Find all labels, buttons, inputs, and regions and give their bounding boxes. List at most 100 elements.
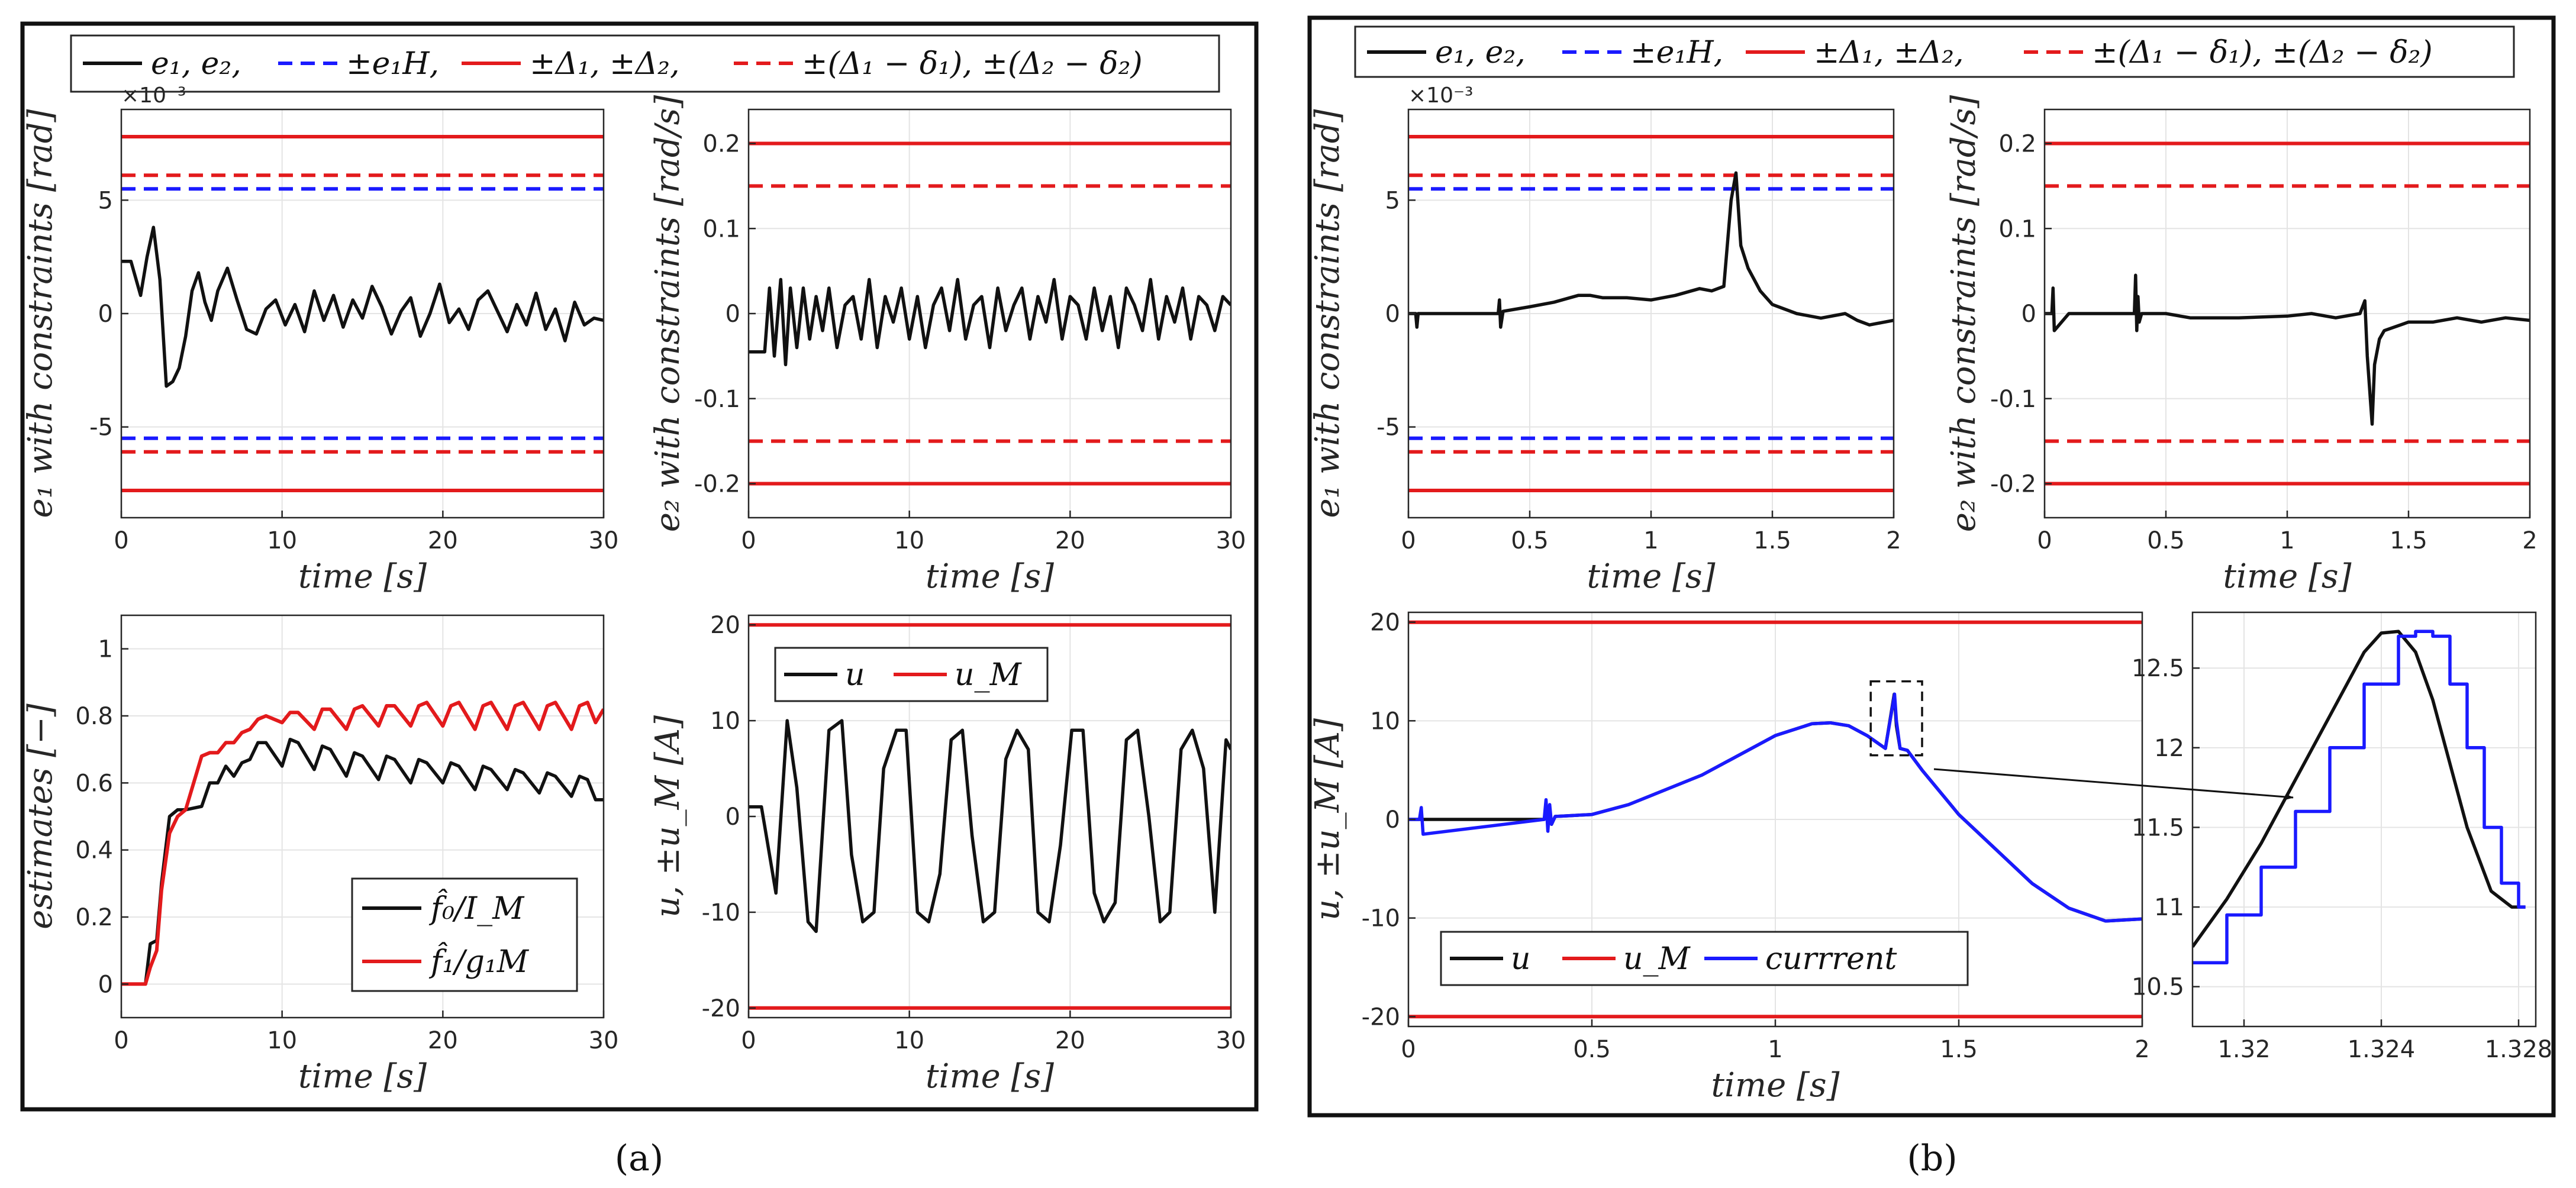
x-tick-label: 2 xyxy=(2135,1036,2149,1063)
legend-control-b-label-u: u xyxy=(1511,941,1531,977)
legend-control-b-box xyxy=(1440,931,1969,986)
x-tick-label: 10 xyxy=(267,527,297,554)
legend-top-a: e₁, e₂, ±e₁H, ±Δ₁, ±Δ₂, ±(Δ₁ − δ₁), ±(Δ₂… xyxy=(70,34,1220,93)
series-line-u xyxy=(2193,629,2526,948)
legend-control-a: u u_M xyxy=(774,647,1049,702)
y-tick-label: 5 xyxy=(98,187,113,214)
x-tick-label: 0.5 xyxy=(1511,527,1549,554)
x-tick-label: 20 xyxy=(1055,1027,1085,1054)
x-tick-label: 0 xyxy=(2037,527,2052,554)
series-line-e1 xyxy=(121,225,604,388)
legend-estimates: f̂₀/I_M f̂₁/g₁M xyxy=(351,877,578,992)
x-axis-label: time [s] xyxy=(298,557,427,596)
x-tick-label: 1.5 xyxy=(1753,527,1791,554)
x-tick-label: 2 xyxy=(1886,527,1901,554)
zoom-arrow xyxy=(1933,768,2294,800)
x-tick-label: 1.5 xyxy=(2390,527,2427,554)
y-tick-label: 20 xyxy=(710,612,740,639)
y-tick-label: 20 xyxy=(1370,609,1400,637)
y-axis-label: u, ±u_M [A] xyxy=(1308,718,1347,921)
x-tick-label: 30 xyxy=(1216,1027,1246,1054)
y-tick-label: 5 xyxy=(1385,187,1400,214)
y-tick-label: 12.5 xyxy=(2132,655,2184,682)
y-tick-label: 10 xyxy=(1370,708,1400,735)
x-tick-label: 0.5 xyxy=(2147,527,2185,554)
x-tick-label: 0 xyxy=(741,527,756,554)
caption-a: (a) xyxy=(615,1138,664,1179)
y-tick-label: 0.2 xyxy=(702,131,740,158)
legend-estimates-label-f0: f̂₀/I_M xyxy=(428,889,525,926)
y-tick-label: -5 xyxy=(89,414,113,441)
y-tick-label: 0 xyxy=(2022,301,2036,328)
x-tick-label: 20 xyxy=(428,527,458,554)
x-axis-label: time [s] xyxy=(1711,1066,1840,1105)
x-tick-label: 10 xyxy=(894,527,924,554)
x-tick-label: 0.5 xyxy=(1573,1036,1611,1063)
y-tick-label: 0 xyxy=(1385,301,1400,328)
x-axis-label: time [s] xyxy=(926,557,1054,596)
series-line-u xyxy=(749,719,1231,934)
y-tick-label: 1 xyxy=(98,636,113,663)
legend-top-a-label-delta-minus: ±(Δ₁ − δ₁), ±(Δ₂ − δ₂) xyxy=(802,46,1143,82)
caption-b: (b) xyxy=(1907,1138,1957,1179)
plot-series xyxy=(1408,620,2142,1019)
y-tick-label: -20 xyxy=(702,995,740,1022)
y-tick-label: 11 xyxy=(2154,894,2184,921)
legend-control-a-label-um: u_M xyxy=(955,657,1022,693)
legend-top-a-box xyxy=(70,34,1220,93)
y-tick-label: -0.1 xyxy=(1990,386,2036,413)
y-tick-label: -0.2 xyxy=(1990,471,2036,498)
y-tick-label: -0.1 xyxy=(694,386,740,413)
legend-control-b-label-current: currrent xyxy=(1765,941,1897,977)
axes-box xyxy=(120,614,605,1019)
y-axis-label: e₁ with constraints [rad] xyxy=(21,109,60,518)
y-axis-label: e₂ with constraints [rad/s] xyxy=(649,95,687,532)
x-tick-label: 30 xyxy=(1216,527,1246,554)
x-tick-label: 10 xyxy=(894,1027,924,1054)
series-line-e2 xyxy=(2045,273,2530,426)
y-tick-label: 10 xyxy=(710,708,740,735)
x-axis-label: time [s] xyxy=(2223,557,2352,596)
panel-b-e1: 0 0.5 1 1.5 2 -5 0 5 ×10⁻³ time [s] e₁ with constr… xyxy=(1308,83,1901,596)
plot-series xyxy=(749,141,1231,486)
x-tick-label: 0 xyxy=(1401,527,1416,554)
legend-top-b-label-delta: ±Δ₁, ±Δ₂, xyxy=(1814,35,1964,70)
x-tick-label: 1.5 xyxy=(1940,1036,1978,1063)
y-tick-label: 12 xyxy=(2154,735,2184,762)
y-tick-label: 0 xyxy=(1385,806,1400,834)
y-axis-label: e₁ with constraints [rad] xyxy=(1308,109,1347,518)
y-tick-label: 0.2 xyxy=(1998,131,2036,158)
axes-box xyxy=(2191,611,2537,1028)
legend-top-a-label-e1h: ±e₁H, xyxy=(346,46,439,82)
legend-control-a-label-u: u xyxy=(845,657,865,693)
legend-top-a-label-error: e₁, e₂, xyxy=(151,46,241,82)
x-tick-label: 2 xyxy=(2522,527,2537,554)
series-line-current xyxy=(1408,692,2142,923)
y-tick-label: 0.1 xyxy=(1998,215,2036,243)
x-tick-label: 30 xyxy=(589,1027,619,1054)
legend-control-b-label-um: u_M xyxy=(1623,941,1691,977)
y-tick-label: 0 xyxy=(98,301,113,328)
legend-top-b: e₁, e₂, ±e₁H, ±Δ₁, ±Δ₂, ±(Δ₁ − δ₁), ±(Δ₂… xyxy=(1354,25,2515,78)
legend-estimates-box xyxy=(351,877,578,992)
x-tick-label: 1 xyxy=(1643,527,1658,554)
y-tick-label: -10 xyxy=(702,899,740,926)
legend-estimates-label-f1: f̂₁/g₁M xyxy=(428,942,530,980)
plot-series xyxy=(749,623,1231,1010)
x-tick-label: 1 xyxy=(2280,527,2294,554)
frame-b xyxy=(1307,15,2556,1118)
legend-top-a-label-delta: ±Δ₁, ±Δ₂, xyxy=(530,46,680,82)
x-tick-label: 1.324 xyxy=(2348,1036,2416,1063)
y-axis-label: e₂ with constraints [rad/s] xyxy=(1945,95,1983,532)
y-tick-label: 0.6 xyxy=(75,770,113,797)
series-line-e1 xyxy=(1408,171,1894,329)
panel-a-e2: 0 10 20 30 -0.2 -0.1 0 0.1 0.2 time [s] e₂ with co… xyxy=(649,95,1246,596)
plot-series xyxy=(2193,629,2526,965)
y-tick-label: 0 xyxy=(726,301,740,328)
series-line-e2 xyxy=(749,277,1231,367)
plot-series xyxy=(121,135,604,492)
x-tick-label: 0 xyxy=(741,1027,756,1054)
y-tick-label: -0.2 xyxy=(694,471,740,498)
y-tick-label: 0 xyxy=(726,803,740,831)
